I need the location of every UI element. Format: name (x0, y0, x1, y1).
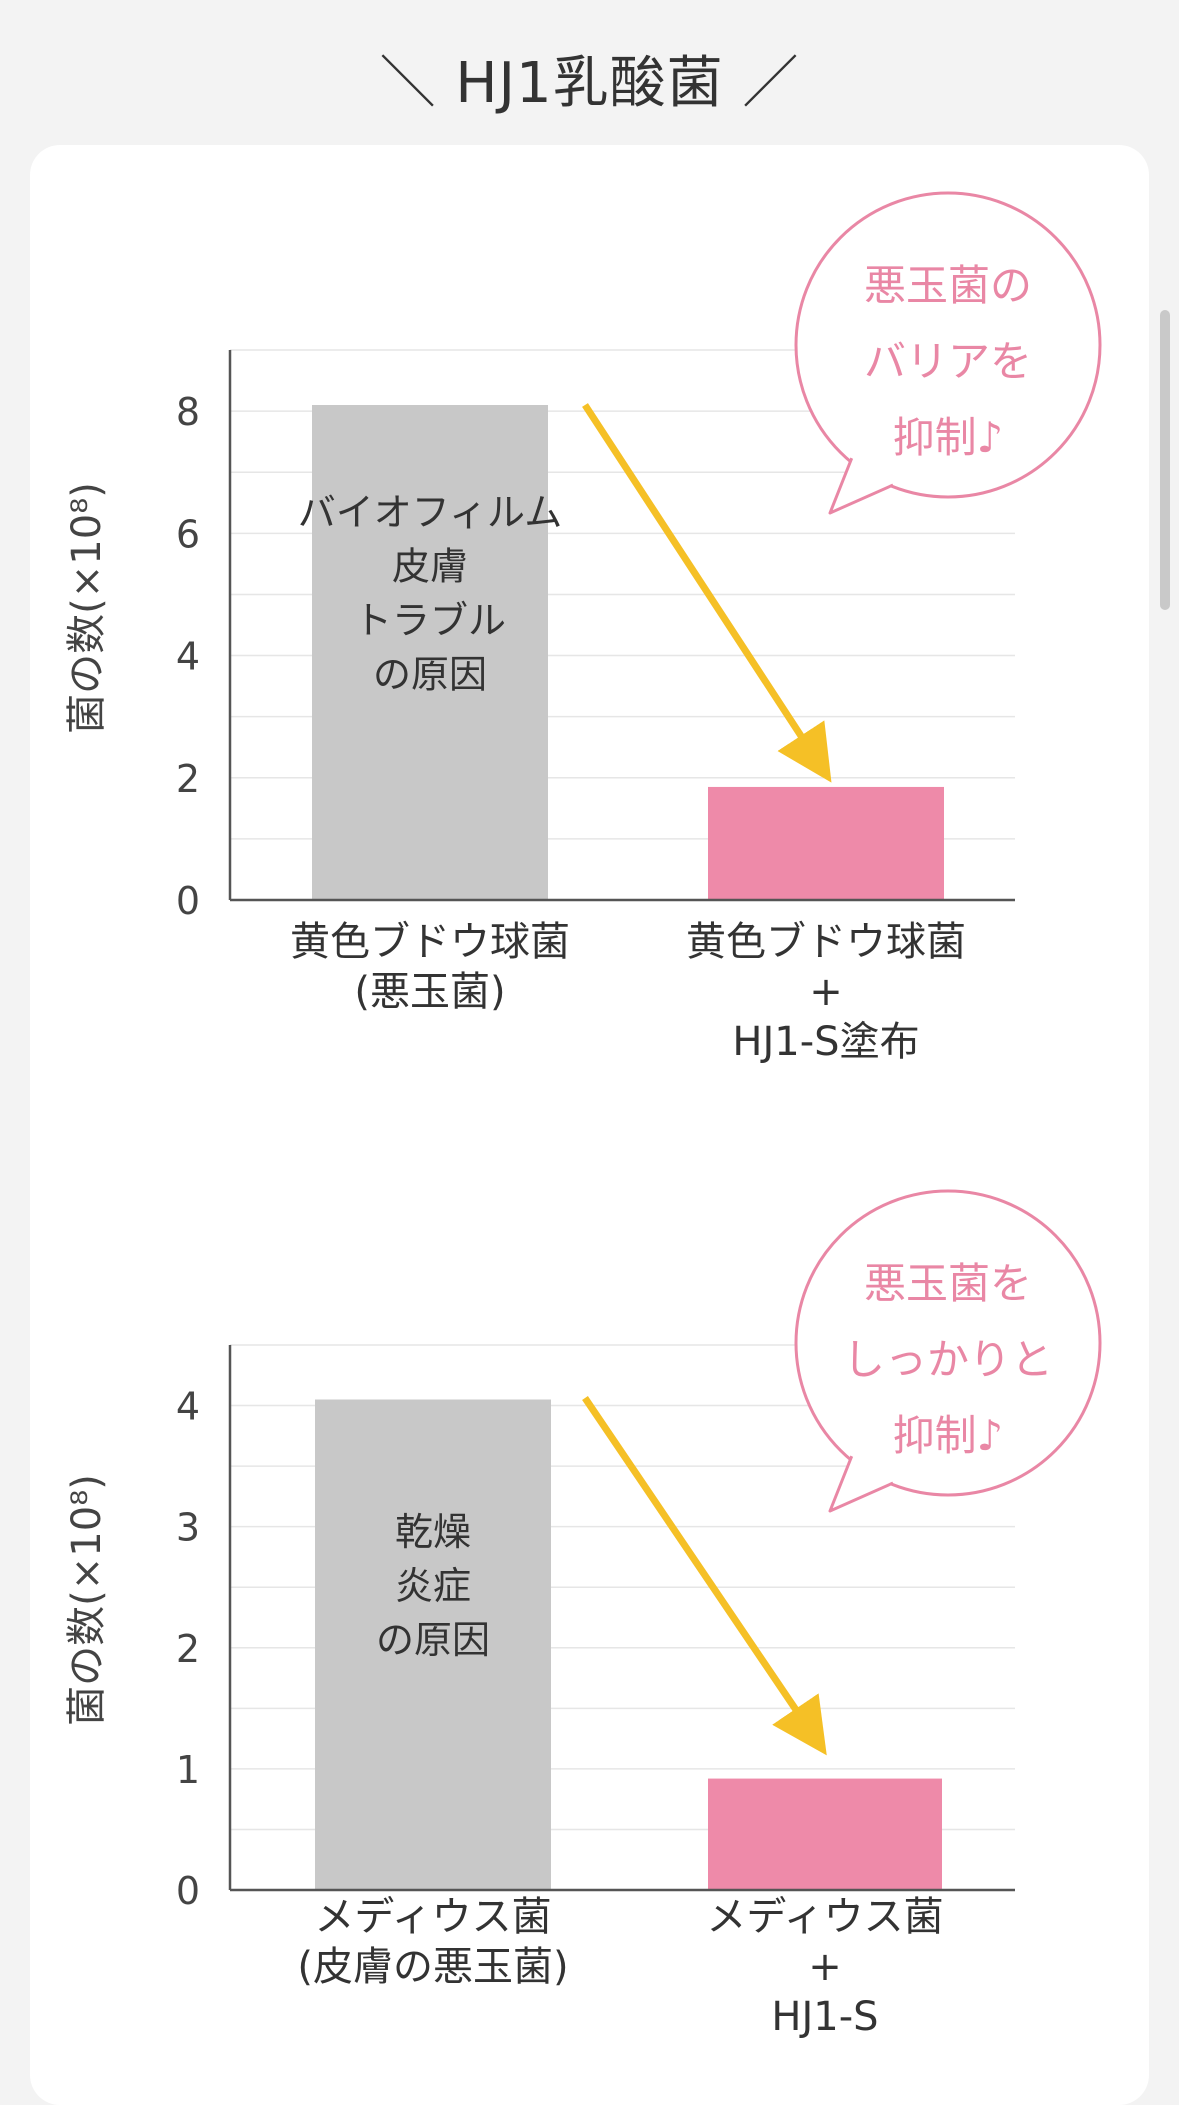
bar-treated (708, 786, 944, 900)
speech-bubble (794, 1189, 1102, 1497)
y-axis-label: 菌の数(×10⁸) (64, 1474, 110, 1726)
bubble-text-line: 抑制♪ (893, 413, 1004, 462)
trend-arrow (582, 1396, 827, 1756)
bar-control (315, 1399, 551, 1890)
page-title: ＼ HJ1乳酸菌 ／ (379, 51, 800, 116)
y-tick-label: 1 (176, 1748, 200, 1792)
bar-annotation-line: トラブル (354, 599, 506, 643)
y-tick-label: 0 (176, 1869, 200, 1913)
y-tick-label: 6 (176, 512, 200, 556)
y-tick-label: 3 (176, 1506, 200, 1550)
x-category-label: 黄色ブドウ球菌 (686, 919, 966, 965)
x-category-label: HJ1-S塗布 (732, 1019, 919, 1065)
bar-treated (708, 1778, 942, 1890)
y-tick-label: 4 (176, 1385, 200, 1429)
bubble-text-line: バリアを (864, 337, 1032, 386)
bar-annotation-line: 皮膚 (392, 545, 468, 589)
y-tick-label: 2 (176, 757, 200, 801)
y-tick-label: 8 (176, 390, 200, 434)
speech-bubble-tail-mask (846, 1448, 898, 1478)
y-tick-label: 2 (176, 1627, 200, 1671)
x-category-label: (悪玉菌) (354, 969, 505, 1015)
bubble-text-line: 抑制♪ (893, 1411, 1004, 1460)
bar-control (312, 405, 548, 900)
bar-annotation-line: の原因 (376, 1618, 490, 1662)
x-category-label: + (808, 1944, 842, 1990)
x-category-label: 黄色ブドウ球菌 (290, 919, 570, 965)
bar-annotation-line: バイオフィルム (298, 491, 562, 535)
speech-bubble (794, 191, 1102, 499)
y-tick-label: 4 (176, 635, 200, 679)
speech-bubble-tail (828, 454, 894, 515)
trend-arrow (582, 403, 832, 783)
y-axis-label: 菌の数(×10⁸) (64, 482, 110, 734)
y-tick-label: 0 (176, 879, 200, 923)
bubble-text-line: 悪玉菌の (864, 261, 1032, 310)
x-category-label: メディウス菌 (706, 1894, 943, 1940)
scrollbar[interactable] (1160, 310, 1170, 610)
x-category-label: メディウス菌 (314, 1894, 551, 1940)
speech-bubble-tail-mask (846, 450, 898, 480)
bar-annotation-line: の原因 (373, 653, 487, 697)
bubble-text-line: しっかりと (843, 1335, 1053, 1384)
x-category-label: (皮膚の悪玉菌) (297, 1944, 568, 1990)
bubble-text-line: 悪玉菌を (864, 1259, 1032, 1308)
bar-annotation-line: 乾燥 (395, 1510, 471, 1554)
bar-annotation-line: 炎症 (395, 1564, 471, 1608)
speech-bubble-tail (828, 1452, 894, 1513)
x-category-label: + (809, 969, 843, 1015)
x-category-label: HJ1-S (771, 1994, 878, 2040)
